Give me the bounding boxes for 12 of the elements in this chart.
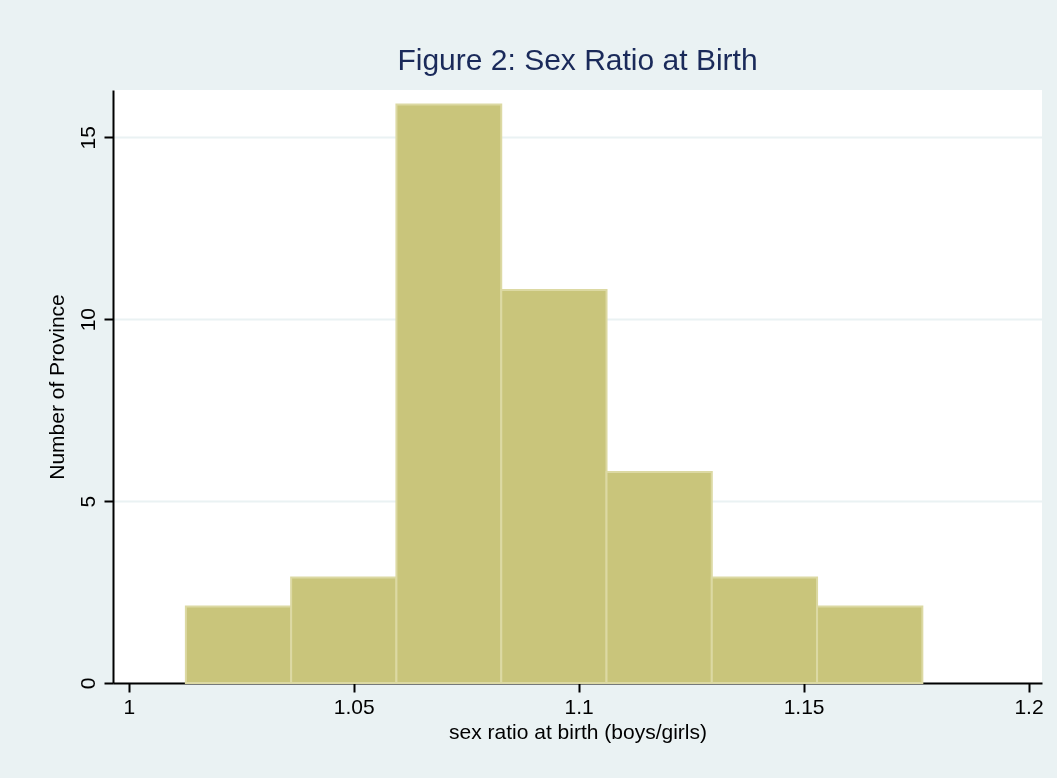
y-tick-label: 5 [75, 495, 99, 508]
x-axis-title: sex ratio at birth (boys/girls) [449, 719, 707, 743]
x-tick-label: 1 [123, 694, 136, 718]
x-tick-label: 1.15 [783, 694, 825, 718]
x-tick-label: 1.2 [1014, 694, 1044, 718]
y-tick-label: 15 [75, 126, 99, 150]
y-tick-label: 0 [75, 677, 99, 690]
y-tick-label: 10 [75, 308, 99, 332]
x-tick-label: 1.05 [333, 694, 375, 718]
x-tick-label: 1.1 [564, 694, 594, 718]
chart-title: Figure 2: Sex Ratio at Birth [397, 43, 758, 76]
y-axis-title: Number of Province [44, 294, 68, 480]
